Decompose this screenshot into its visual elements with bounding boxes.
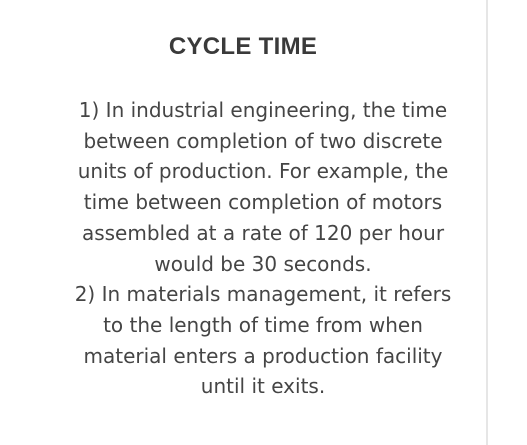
definition-2: 2) In materials management, it refers to… — [74, 282, 452, 399]
glossary-card: CYCLE TIME 1) In industrial engineering,… — [68, 0, 488, 445]
page-background — [490, 0, 527, 445]
definition-1: 1) In industrial engineering, the time b… — [77, 98, 449, 276]
definition-text: 1) In industrial engineering, the time b… — [68, 95, 458, 402]
term-title: CYCLE TIME — [168, 33, 318, 60]
